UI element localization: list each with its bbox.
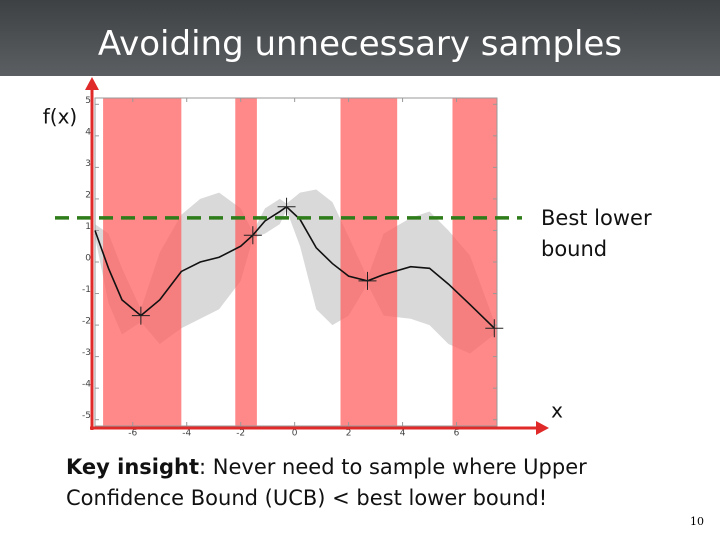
y-tick-label: 5 xyxy=(85,96,91,106)
y-tick-label: -3 xyxy=(82,348,91,358)
sample-point xyxy=(131,306,150,325)
x-tick-label: -6 xyxy=(128,429,137,439)
x-tick-label: 2 xyxy=(346,429,352,439)
key-insight-label: Key insight xyxy=(66,455,200,479)
threshold-label: Best lower bound xyxy=(541,206,652,261)
mean-curve xyxy=(94,205,495,329)
sample-point xyxy=(358,271,377,290)
y-tick-label: 0 xyxy=(85,254,91,264)
pruned-region xyxy=(103,98,182,426)
page-number: 10 xyxy=(690,515,704,528)
pruned-region xyxy=(340,98,398,426)
y-tick-label: -1 xyxy=(82,285,91,295)
y-tick-label: 2 xyxy=(85,190,91,200)
y-tick-label: -4 xyxy=(82,380,91,390)
x-tick-label: 0 xyxy=(292,429,298,439)
x-axis-arrow xyxy=(536,421,549,435)
key-insight-text: : Never need to sample where Upper Confi… xyxy=(66,455,587,510)
header-bar xyxy=(0,0,720,76)
sample-point xyxy=(485,319,504,338)
pruned-region xyxy=(235,98,257,426)
x-tick-label: -2 xyxy=(236,429,245,439)
y-tick-label: 3 xyxy=(85,159,91,169)
key-insight: Key insight: Never need to sample where … xyxy=(66,452,646,514)
y-tick-label: 1 xyxy=(85,222,91,232)
y-axis-label: f(x) xyxy=(43,105,77,129)
x-axis-label: x xyxy=(551,399,563,423)
x-tick-label: 4 xyxy=(400,429,406,439)
y-tick-label: -5 xyxy=(82,411,91,421)
y-tick-label: -2 xyxy=(82,317,91,327)
slide-title: Avoiding unnecessary samples xyxy=(97,24,623,64)
sample-point xyxy=(277,197,296,216)
x-tick-label: -4 xyxy=(182,429,191,439)
x-tick-label: 6 xyxy=(454,429,460,439)
y-tick-label: 4 xyxy=(85,127,91,137)
pruned-region xyxy=(452,98,497,426)
y-axis-arrow xyxy=(85,77,99,90)
sample-point xyxy=(243,226,262,245)
